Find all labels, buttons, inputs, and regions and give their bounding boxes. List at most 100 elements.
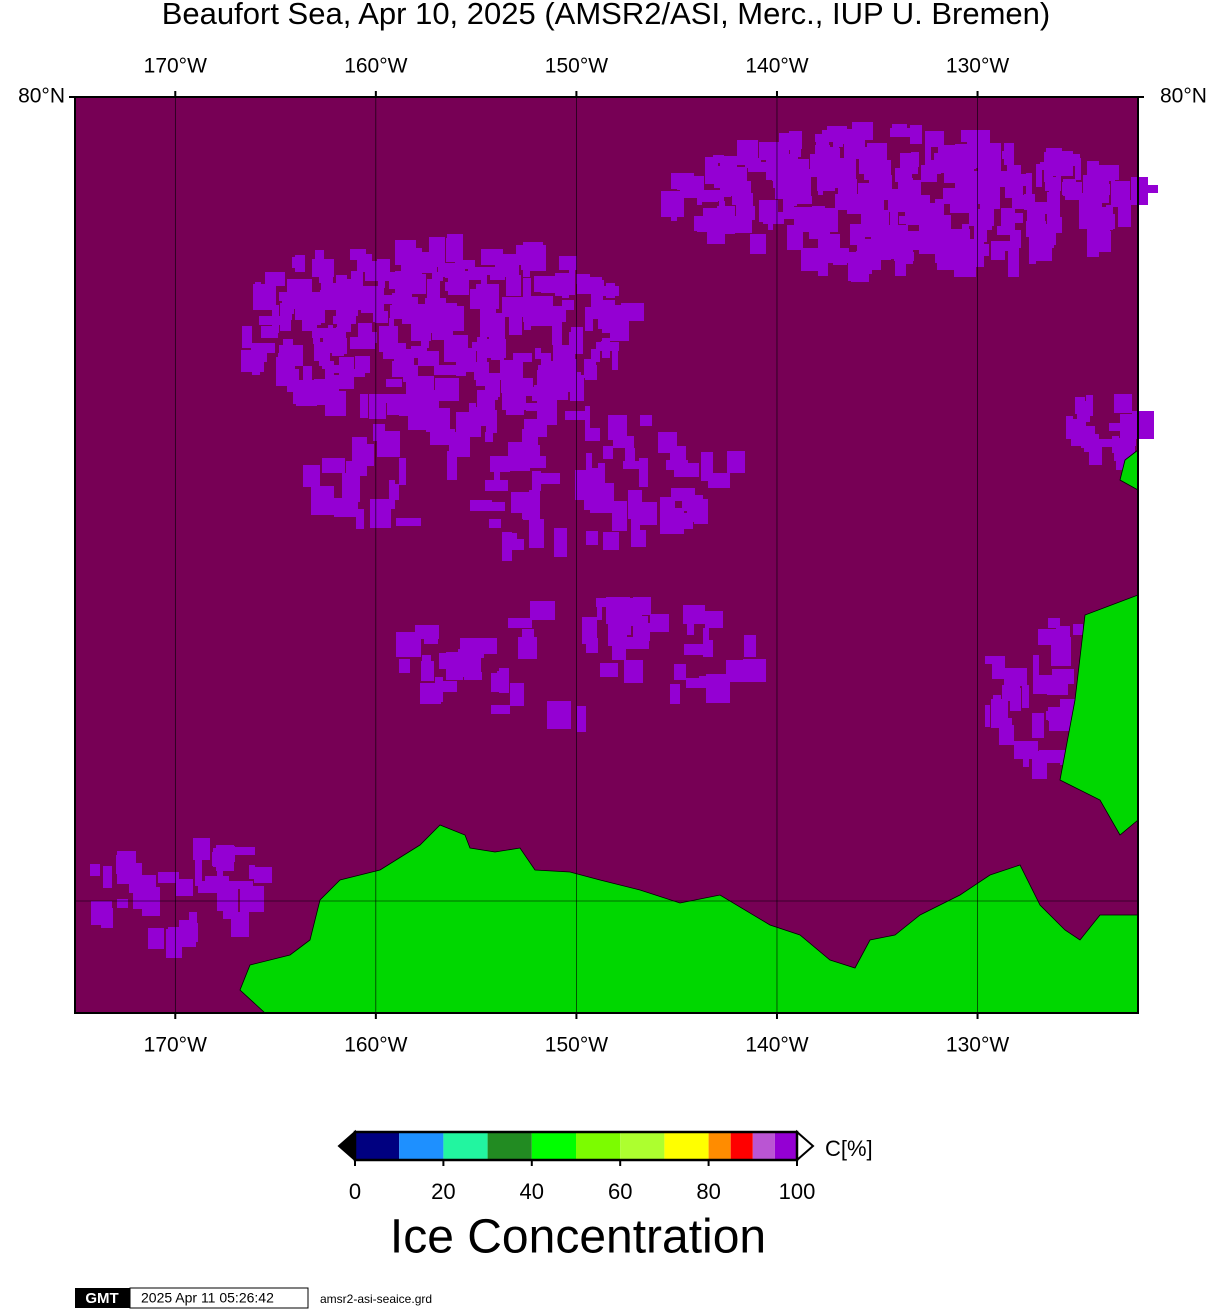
ice-patch bbox=[189, 912, 197, 933]
ice-patch bbox=[339, 357, 354, 380]
ice-patch bbox=[674, 664, 686, 680]
x-tick-label: 150°W bbox=[545, 1034, 608, 1057]
timestamp-box bbox=[129, 1287, 309, 1309]
ice-patch bbox=[818, 185, 823, 195]
ice-patch bbox=[910, 125, 922, 144]
file-name: amsr2-asi-seaice.grd bbox=[320, 1292, 432, 1306]
ice-patch bbox=[396, 518, 421, 526]
ice-patch bbox=[852, 122, 873, 140]
ice-patch bbox=[1096, 165, 1119, 180]
ice-patch bbox=[602, 307, 622, 333]
ice-patch bbox=[586, 277, 602, 285]
ice-patch bbox=[825, 208, 838, 232]
ice-patch bbox=[1010, 230, 1021, 248]
ice-patch bbox=[896, 244, 913, 263]
ice-patch bbox=[327, 488, 334, 506]
ice-patch bbox=[768, 215, 773, 230]
ice-patch bbox=[865, 254, 872, 274]
ice-patch bbox=[356, 509, 364, 529]
ice-patch bbox=[850, 158, 856, 182]
ice-patch bbox=[748, 162, 766, 172]
ice-patch bbox=[697, 223, 711, 232]
ice-patch bbox=[484, 638, 497, 654]
ice-patch bbox=[334, 498, 358, 517]
ice-patch bbox=[684, 644, 705, 655]
ice-patch bbox=[148, 928, 164, 949]
ice-patch bbox=[761, 211, 768, 220]
map-title: Beaufort Sea, Apr 10, 2025 (AMSR2/ASI, M… bbox=[162, 0, 1050, 31]
ice-patch bbox=[965, 163, 974, 183]
colorbar-segment bbox=[774, 1132, 797, 1160]
colorbar-tick-label: 60 bbox=[608, 1179, 632, 1204]
ice-patch bbox=[621, 303, 644, 321]
ice-patch bbox=[1048, 618, 1060, 628]
ice-patch bbox=[591, 349, 600, 362]
ice-patch bbox=[728, 167, 747, 196]
ice-patch bbox=[1114, 394, 1132, 413]
ice-patch bbox=[520, 378, 533, 396]
ice-patch bbox=[377, 259, 390, 278]
ice-patch bbox=[726, 660, 750, 682]
ice-patch bbox=[228, 884, 238, 900]
ice-patch bbox=[576, 274, 590, 284]
ice-patch bbox=[336, 313, 346, 323]
ice-patch bbox=[1049, 184, 1060, 208]
ice-patch bbox=[325, 361, 334, 380]
ice-patch bbox=[759, 142, 782, 160]
ice-patch bbox=[337, 323, 351, 332]
ice-patch bbox=[1049, 717, 1069, 731]
ice-patch bbox=[687, 495, 703, 522]
ice-patch bbox=[639, 502, 657, 525]
colorbar-tick-label: 0 bbox=[349, 1179, 361, 1204]
ice-patch bbox=[586, 638, 598, 653]
ice-patch bbox=[1065, 191, 1080, 200]
ice-patch bbox=[554, 528, 567, 557]
ice-patch bbox=[458, 649, 481, 677]
ice-patch bbox=[481, 271, 487, 291]
ice-patch bbox=[995, 241, 1018, 251]
ice-patch bbox=[446, 238, 454, 262]
ice-patch bbox=[176, 879, 193, 896]
ice-patch bbox=[577, 706, 586, 732]
colorbar-under bbox=[337, 1129, 356, 1163]
ice-patch bbox=[502, 532, 512, 561]
ice-patch bbox=[1052, 669, 1074, 684]
ice-patch bbox=[1001, 213, 1023, 223]
ice-patch bbox=[360, 394, 368, 418]
ice-patch bbox=[921, 165, 937, 182]
ice-patch bbox=[439, 306, 464, 331]
ice-patch bbox=[596, 342, 619, 351]
ice-patch bbox=[553, 345, 575, 368]
ice-patch bbox=[513, 353, 532, 362]
ice-patch bbox=[101, 908, 113, 928]
y-tick-label: 80°N bbox=[18, 85, 65, 108]
ice-patch bbox=[523, 255, 530, 277]
ice-patch bbox=[552, 315, 562, 345]
colorbar: 0 20 40 60 80 100 bbox=[337, 1129, 815, 1204]
ice-patch bbox=[465, 350, 473, 361]
ice-patch bbox=[395, 240, 416, 265]
ice-patch bbox=[640, 415, 652, 426]
ice-patch bbox=[608, 621, 627, 646]
logo: GMT bbox=[85, 1290, 118, 1307]
x-tick-label: 160°W bbox=[344, 1034, 407, 1057]
ice-patch bbox=[319, 263, 333, 283]
ice-patch bbox=[857, 236, 865, 263]
ice-patch bbox=[472, 342, 482, 351]
colorbar-segment bbox=[730, 1132, 753, 1160]
ice-patch bbox=[340, 338, 347, 354]
colorbar-segment bbox=[664, 1132, 709, 1160]
ice-patch bbox=[703, 640, 713, 657]
ice-patch bbox=[586, 531, 598, 545]
ice-patch bbox=[1014, 741, 1038, 759]
ice-patch bbox=[890, 128, 911, 137]
ice-patch bbox=[1047, 684, 1068, 695]
ice-patch bbox=[935, 199, 944, 228]
ice-patch bbox=[863, 186, 874, 201]
ice-patch bbox=[1075, 158, 1081, 180]
ice-patch bbox=[992, 656, 1005, 679]
land bbox=[239, 824, 1139, 1014]
ice-patch bbox=[485, 480, 508, 491]
ice-patch bbox=[341, 297, 357, 314]
land bbox=[1059, 594, 1139, 836]
